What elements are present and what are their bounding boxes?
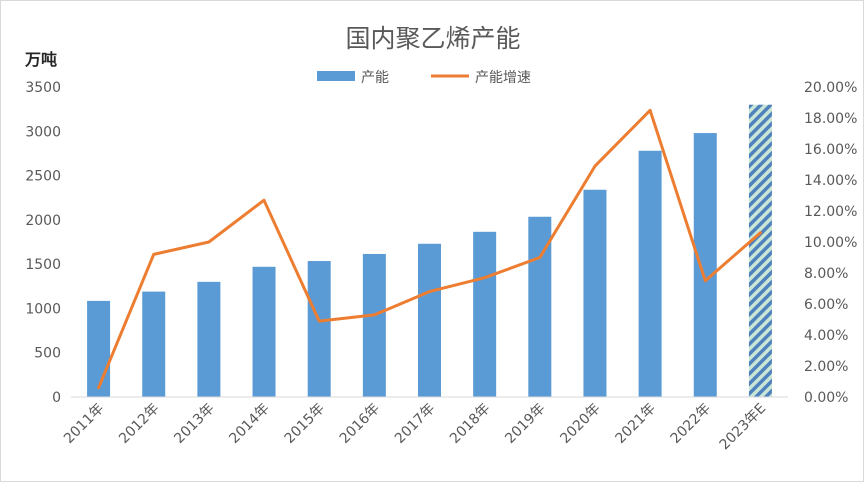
x-tick-label: 2017年 — [392, 401, 438, 447]
legend-bar-label: 产能 — [361, 70, 389, 86]
left-y-tick-label: 500 — [34, 346, 61, 362]
x-axis: 2011年 2012年 2013年 2014年 2015年 2016年 2017年 2018年… — [61, 401, 769, 454]
line-series-growth — [97, 108, 762, 390]
right-y-tick-label: 20.00% — [804, 80, 857, 96]
right-y-tick-label: 8.00% — [804, 266, 848, 282]
x-tick-label: 2016年 — [337, 401, 383, 447]
x-tick-label: 2023年E — [717, 401, 770, 454]
right-y-tick-label: 0.00% — [804, 390, 848, 406]
x-tick-label: 2015年 — [282, 401, 328, 447]
bar — [197, 281, 221, 397]
chart-title: 国内聚乙烯产能 — [345, 24, 520, 53]
left-y-tick-label: 1500 — [25, 257, 61, 273]
bar — [528, 216, 552, 397]
right-y-tick-label: 14.00% — [804, 173, 857, 189]
right-y-tick-label: 16.00% — [804, 142, 857, 158]
x-tick-label: 2020年 — [557, 401, 603, 447]
right-y-tick-label: 18.00% — [804, 111, 857, 127]
bar — [142, 291, 166, 397]
right-y-tick-label: 10.00% — [804, 235, 857, 251]
left-y-axis: 0 500 1000 1500 2000 2500 3000 3500 — [25, 80, 61, 406]
left-y-tick-label: 2500 — [25, 169, 61, 185]
legend-bar-swatch — [317, 71, 355, 81]
x-tick-label: 2014年 — [226, 401, 272, 447]
bar-estimate — [748, 104, 772, 397]
bar — [307, 261, 331, 397]
bar — [87, 300, 111, 397]
x-tick-label: 2013年 — [171, 401, 217, 447]
x-tick-label: 2012年 — [116, 401, 162, 447]
left-y-tick-label: 2000 — [25, 213, 61, 229]
legend: 产能 产能增速 — [317, 70, 531, 86]
x-tick-label: 2018年 — [447, 401, 493, 447]
bar — [638, 150, 662, 397]
y-axis-unit-label: 万吨 — [24, 50, 57, 69]
x-tick-label: 2011年 — [61, 401, 107, 447]
right-y-tick-label: 4.00% — [804, 328, 848, 344]
x-tick-label: 2019年 — [502, 401, 548, 447]
x-tick-label: 2021年 — [613, 401, 659, 447]
right-y-axis: 0.00% 2.00% 4.00% 6.00% 8.00% 10.00% 12.00% 14.… — [804, 80, 857, 406]
left-y-tick-label: 3500 — [25, 80, 61, 96]
bar — [583, 189, 607, 397]
bar — [418, 243, 441, 397]
x-tick-label: 2022年 — [668, 401, 714, 447]
right-y-tick-label: 12.00% — [804, 204, 857, 220]
bar — [252, 266, 276, 397]
left-y-tick-label: 0 — [52, 390, 61, 406]
bar — [362, 253, 386, 397]
bar — [693, 133, 717, 398]
bar — [473, 231, 497, 397]
right-y-tick-label: 6.00% — [804, 297, 848, 313]
left-y-tick-label: 3000 — [25, 124, 61, 140]
left-y-tick-label: 1000 — [25, 301, 61, 317]
bar-series-capacity — [87, 104, 772, 398]
right-y-tick-label: 2.00% — [804, 359, 848, 375]
legend-line-label: 产能增速 — [475, 70, 531, 86]
